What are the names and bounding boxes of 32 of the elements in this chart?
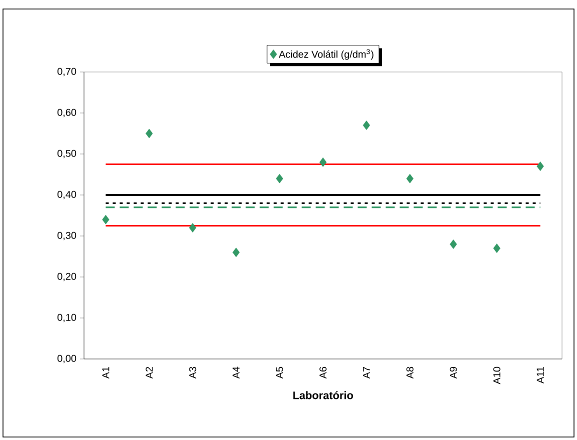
x-tick-label: A6 xyxy=(319,366,327,379)
x-tick-label: A3 xyxy=(189,366,196,379)
y-tick-label: 0,30 xyxy=(57,232,76,240)
point xyxy=(406,174,414,184)
x-tick-label: A4 xyxy=(232,366,240,379)
y-tick-label: 0,10 xyxy=(57,314,76,322)
x-tick-label: A10 xyxy=(493,366,500,384)
y-tick-label: 0,70 xyxy=(57,68,76,76)
y-tick-label: 0,40 xyxy=(57,190,76,200)
point xyxy=(232,248,240,258)
point xyxy=(189,223,196,232)
x-axis-title: Laboratório xyxy=(293,391,354,400)
y-tick-label: 0,00 xyxy=(57,354,76,364)
x-tick-label: A7 xyxy=(363,367,370,379)
x-tick-label: A9 xyxy=(450,366,457,379)
point xyxy=(146,128,153,138)
x-tick-label: A1 xyxy=(102,366,110,379)
x-tick-label: A11 xyxy=(536,366,544,384)
y-tick-label: 0,20 xyxy=(57,272,76,282)
point xyxy=(536,162,544,171)
point xyxy=(493,244,500,253)
point xyxy=(102,214,110,224)
point xyxy=(450,239,457,249)
x-tick-label: A2 xyxy=(146,367,153,379)
point xyxy=(276,174,284,184)
legend-label: Acidez Volátil (g/dm$^{3}$) xyxy=(278,49,374,60)
y-tick-label: 0,60 xyxy=(57,108,76,118)
y-tick-label: 0,50 xyxy=(57,150,76,158)
x-tick-label: A5 xyxy=(276,366,284,379)
x-tick-label: A8 xyxy=(406,366,414,379)
point xyxy=(362,120,370,130)
point xyxy=(319,157,327,167)
